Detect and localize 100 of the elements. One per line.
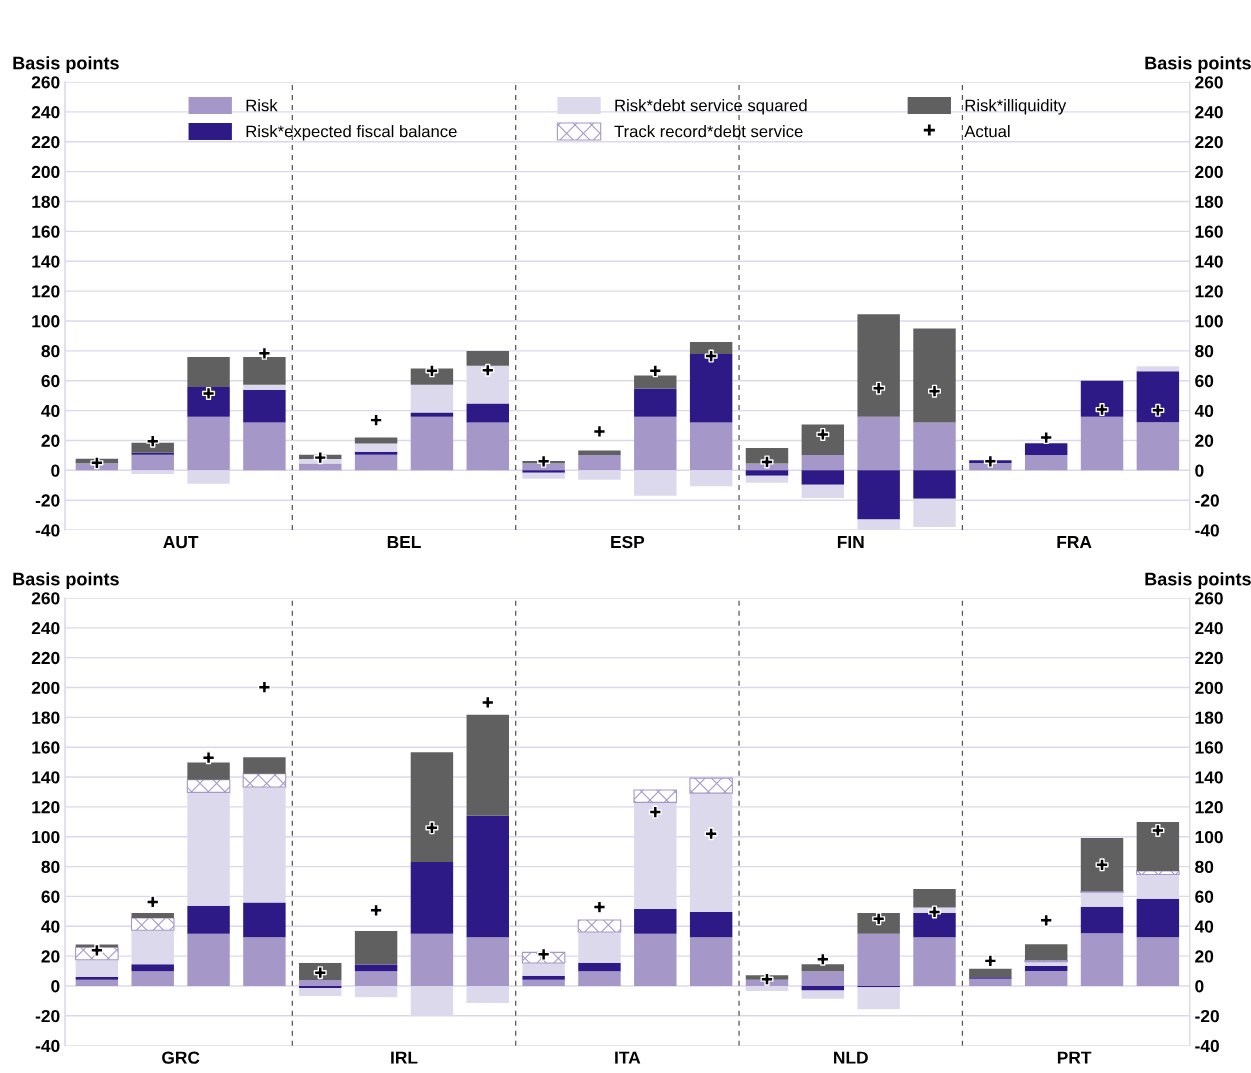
- y-tick-label: 60: [41, 890, 60, 903]
- point: [760, 972, 774, 986]
- point: [537, 947, 551, 961]
- text: GRC: [162, 1051, 200, 1064]
- bar: [913, 937, 956, 986]
- point: [90, 456, 104, 470]
- bar: [243, 902, 286, 938]
- bar: [466, 714, 509, 816]
- bar: [131, 912, 174, 919]
- point: [146, 895, 160, 909]
- bar: [243, 757, 286, 774]
- bar: [689, 422, 733, 471]
- bar: [689, 342, 733, 354]
- y-tick-label: 220: [31, 135, 60, 149]
- bar: [187, 416, 230, 471]
- point: [257, 680, 271, 694]
- legend-label: Risk*expected fiscal balance: [246, 125, 457, 141]
- y-tick-label: 140: [32, 771, 60, 784]
- bar: [1136, 422, 1180, 471]
- bar: [913, 422, 956, 471]
- bar: [801, 971, 845, 986]
- point: [648, 364, 662, 378]
- y-tick-label: 40: [41, 404, 60, 418]
- bar: [410, 933, 454, 986]
- point: [425, 821, 439, 835]
- bar: [578, 450, 621, 455]
- y2-tick-label: 80: [1195, 860, 1214, 874]
- y2-tick-label: 20: [1195, 950, 1214, 963]
- y2-tick-label: -40: [1195, 1039, 1219, 1053]
- y2-tick-label: -20: [1195, 1009, 1219, 1023]
- bar: [969, 978, 1012, 986]
- y-tick-label: 120: [32, 801, 60, 814]
- y-tick-label: -20: [35, 494, 60, 507]
- y-tick-label: 160: [32, 225, 60, 238]
- bar: [243, 390, 286, 423]
- bar: [857, 987, 900, 1010]
- text: FRA: [1057, 536, 1092, 549]
- y-tick-label: 20: [41, 950, 60, 963]
- bar: [130, 917, 175, 931]
- y-tick-label: -40: [35, 524, 60, 537]
- point: [481, 363, 495, 377]
- bar: [354, 437, 398, 444]
- point: [369, 903, 383, 917]
- y-tick-label: 240: [31, 106, 60, 119]
- bar: [634, 933, 677, 986]
- bar: [1024, 443, 1068, 455]
- bar: [689, 777, 733, 794]
- point: [1095, 403, 1109, 417]
- y2-tick-label: 140: [1195, 255, 1223, 268]
- point: [146, 434, 160, 448]
- point: [537, 454, 551, 468]
- point: [928, 905, 942, 919]
- y2-axis-title: Basis points: [1145, 56, 1251, 74]
- bar: [689, 911, 733, 938]
- text: IRL: [391, 1051, 418, 1064]
- y-tick-label: 140: [32, 255, 60, 268]
- bar: [1136, 898, 1180, 938]
- text: NLD: [834, 1051, 868, 1064]
- bar: [857, 470, 900, 520]
- bar: [1080, 933, 1124, 986]
- y2-tick-label: 60: [1195, 890, 1214, 903]
- y-tick-label: 160: [32, 741, 60, 754]
- bar: [243, 937, 286, 986]
- bar: [131, 454, 174, 471]
- y-tick-label: 260: [31, 592, 60, 605]
- bar: [522, 979, 565, 986]
- bar: [410, 416, 454, 471]
- bar: [913, 328, 956, 423]
- bar: [354, 454, 398, 471]
- bar: [801, 454, 845, 471]
- point: [1151, 823, 1165, 837]
- y-tick-label: 180: [32, 711, 60, 724]
- y-tick-label: 40: [41, 920, 60, 933]
- point: [704, 827, 718, 841]
- y2-tick-label: 40: [1194, 920, 1214, 933]
- bar: [578, 454, 621, 471]
- legend-label: Track record*debt service: [614, 125, 803, 138]
- text: ESP: [611, 535, 645, 549]
- y2-tick-label: 120: [1195, 285, 1223, 298]
- point: [983, 454, 997, 468]
- text: PRT: [1057, 1051, 1092, 1064]
- y-tick-label: -40: [35, 1039, 60, 1053]
- point: [592, 900, 606, 914]
- bar: [522, 470, 565, 473]
- bar: [1080, 380, 1124, 417]
- point: [1151, 403, 1165, 417]
- legend-label: Actual: [964, 125, 1010, 138]
- bar: [187, 762, 230, 780]
- y2-tick-label: 240: [1195, 106, 1223, 119]
- bar: [913, 912, 956, 938]
- point: [257, 346, 271, 360]
- bar: [410, 862, 454, 934]
- bar: [689, 353, 733, 423]
- bar: [466, 815, 509, 938]
- y2-tick-label: 160: [1195, 225, 1223, 238]
- bar: [578, 971, 621, 986]
- point: [369, 413, 383, 427]
- y2-tick-label: 220: [1195, 651, 1223, 665]
- y2-tick-label: 0: [1195, 980, 1204, 993]
- bar: [131, 964, 174, 972]
